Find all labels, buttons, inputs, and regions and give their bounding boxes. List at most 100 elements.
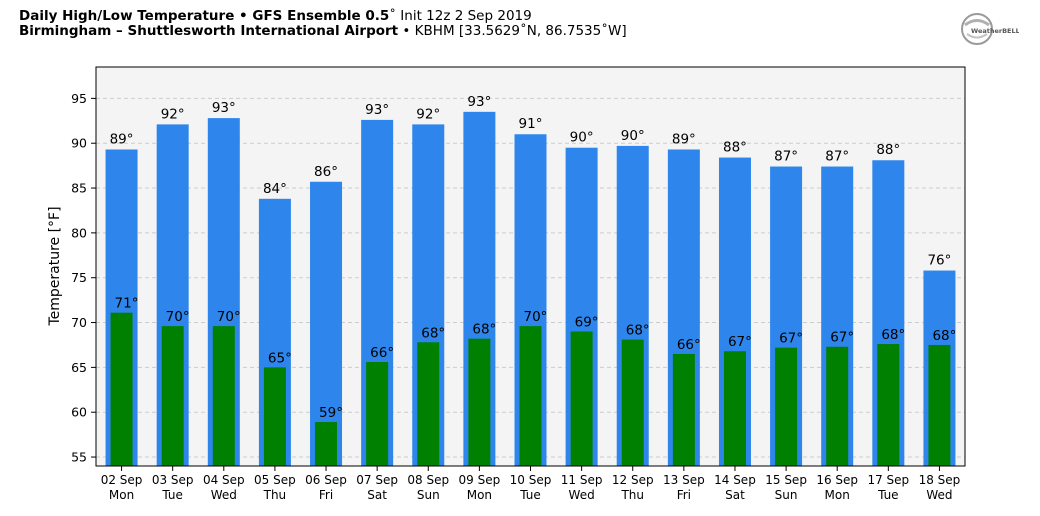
- low-temp-label: 70°: [166, 309, 190, 325]
- x-tick-date: 11 Sep: [561, 473, 603, 487]
- chart-title-init: ˚ Init 12z 2 Sep 2019: [389, 8, 532, 24]
- x-tick-date: 12 Sep: [612, 473, 654, 487]
- x-tick-weekday: Fri: [677, 488, 691, 502]
- high-temp-label: 76°: [927, 253, 951, 269]
- low-temp-bar: [775, 347, 798, 466]
- x-tick-weekday: Wed: [569, 488, 595, 502]
- y-tick-label: 90: [71, 136, 87, 151]
- high-temp-label: 93°: [212, 100, 236, 116]
- weatherbell-logo-icon: WeatherBELL: [957, 12, 1020, 46]
- x-tick-date: 10 Sep: [510, 473, 552, 487]
- x-tick-weekday: Mon: [109, 488, 134, 502]
- bars: [105, 111, 956, 467]
- low-temp-label: 59°: [319, 405, 343, 421]
- low-temp-bar: [672, 353, 695, 466]
- x-tick-date: 16 Sep: [816, 473, 858, 487]
- x-tick-weekday: Mon: [467, 488, 492, 502]
- chart-subtitle: Birmingham – Shuttlesworth International…: [19, 23, 627, 39]
- low-temp-bar: [519, 326, 542, 466]
- x-tick-weekday: Thu: [263, 488, 287, 502]
- y-axis-label: Temperature [°F]: [47, 206, 63, 326]
- low-temp-label: 67°: [830, 330, 854, 346]
- high-temp-label: 89°: [110, 131, 134, 147]
- x-tick-weekday: Sun: [417, 488, 440, 502]
- x-tick-weekday: Sat: [367, 488, 387, 502]
- location-name: Birmingham – Shuttlesworth International…: [19, 23, 399, 39]
- low-temp-label: 66°: [677, 337, 701, 353]
- y-tick-label: 65: [71, 360, 87, 375]
- low-temp-label: 65°: [268, 350, 292, 366]
- x-tick-date: 05 Sep: [254, 473, 296, 487]
- low-temp-label: 67°: [779, 331, 803, 347]
- y-tick-label: 80: [71, 225, 87, 240]
- low-temp-label: 68°: [626, 323, 650, 339]
- x-tick-weekday: Tue: [519, 488, 541, 502]
- low-temp-bar: [212, 326, 235, 466]
- high-temp-label: 88°: [876, 142, 900, 158]
- low-temp-bar: [366, 361, 389, 466]
- x-tick-date: 03 Sep: [152, 473, 194, 487]
- high-temp-label: 91°: [519, 116, 543, 132]
- x-tick-weekday: Wed: [211, 488, 237, 502]
- chart-title: Daily High/Low Temperature • GFS Ensembl…: [19, 8, 532, 24]
- low-temp-label: 68°: [881, 327, 905, 343]
- low-temp-bar: [928, 344, 951, 466]
- high-temp-label: 87°: [825, 149, 849, 165]
- low-temp-bar: [468, 338, 491, 466]
- low-temp-bar: [570, 331, 593, 466]
- x-tick-date: 18 Sep: [919, 473, 961, 487]
- high-temp-label: 93°: [365, 102, 389, 118]
- y-tick-label: 95: [71, 91, 87, 106]
- x-tick-date: 13 Sep: [663, 473, 705, 487]
- high-temp-label: 90°: [621, 128, 645, 144]
- low-temp-label: 68°: [421, 325, 445, 341]
- x-tick-weekday: Tue: [161, 488, 183, 502]
- x-tick-weekday: Tue: [877, 488, 899, 502]
- chart-title-main: Daily High/Low Temperature • GFS Ensembl…: [19, 8, 390, 24]
- high-temp-label: 92°: [161, 106, 185, 122]
- low-temp-label: 69°: [575, 315, 599, 331]
- x-tick-date: 08 Sep: [407, 473, 449, 487]
- low-temp-label: 71°: [115, 296, 139, 312]
- low-temp-label: 68°: [932, 328, 956, 344]
- low-temp-bar: [621, 339, 644, 466]
- y-tick-label: 70: [71, 315, 87, 330]
- x-tick-weekday: Fri: [319, 488, 333, 502]
- low-temp-bar: [315, 422, 338, 466]
- high-temp-label: 92°: [416, 106, 440, 122]
- x-tick-weekday: Sat: [725, 488, 745, 502]
- x-tick-weekday: Mon: [825, 488, 850, 502]
- x-tick-date: 06 Sep: [305, 473, 347, 487]
- x-tick-date: 02 Sep: [101, 473, 143, 487]
- low-temp-label: 67°: [728, 334, 752, 350]
- logo-text: WeatherBELL: [971, 27, 1019, 35]
- low-temp-bar: [877, 344, 900, 466]
- low-temp-label: 66°: [370, 345, 394, 361]
- high-temp-label: 89°: [672, 131, 696, 147]
- high-temp-label: 86°: [314, 164, 338, 180]
- low-temp-label: 70°: [217, 309, 241, 325]
- x-tick-date: 14 Sep: [714, 473, 756, 487]
- high-temp-label: 90°: [570, 130, 594, 146]
- high-temp-label: 84°: [263, 181, 287, 197]
- location-coords: • KBHM [33.5629˚N, 86.7535˚W]: [398, 23, 627, 39]
- x-tick-weekday: Thu: [620, 488, 644, 502]
- x-tick-date: 17 Sep: [867, 473, 909, 487]
- low-temp-bar: [161, 326, 184, 466]
- data-labels: 89° 71° 92° 70° 93° 70° 84° 65° 86° 59° 93° 66° 92° 6…: [110, 94, 957, 421]
- low-temp-bar: [826, 346, 849, 466]
- high-temp-label: 93°: [467, 94, 491, 110]
- low-temp-bar: [110, 312, 133, 466]
- low-temp-bar: [723, 351, 746, 466]
- x-tick-date: 04 Sep: [203, 473, 245, 487]
- y-tick-label: 60: [71, 405, 87, 420]
- x-tick-weekday: Sun: [775, 488, 798, 502]
- low-temp-label: 68°: [472, 322, 496, 338]
- y-tick-label: 75: [71, 270, 87, 285]
- x-tick-date: 09 Sep: [459, 473, 501, 487]
- high-temp-label: 88°: [723, 140, 747, 156]
- low-temp-bar: [263, 367, 286, 466]
- y-tick-label: 55: [71, 450, 87, 465]
